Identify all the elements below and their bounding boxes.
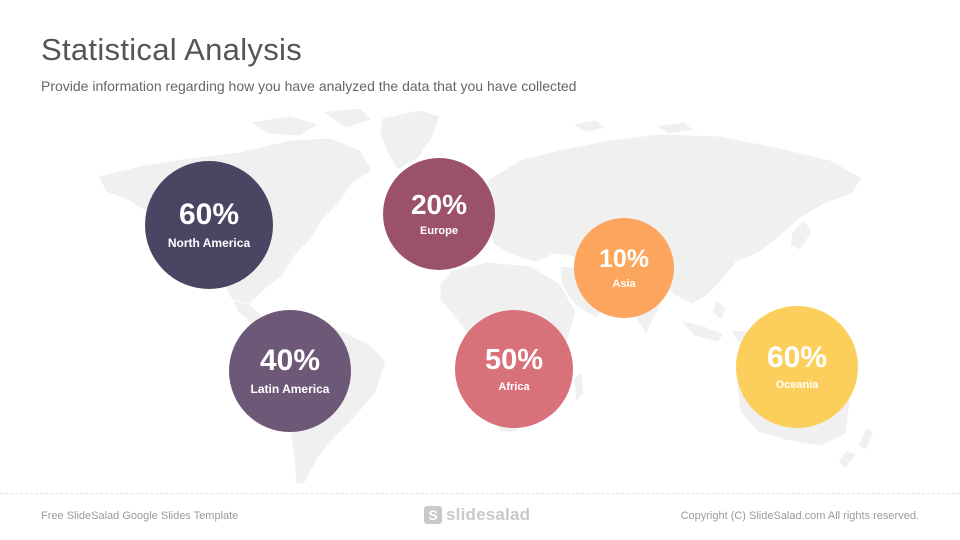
bubble-value: 20% xyxy=(410,189,468,220)
footer-logo-text: slidesalad xyxy=(446,505,531,524)
bubble-value: 60% xyxy=(766,341,828,374)
bubble-latin-america: 40% Latin America xyxy=(229,310,351,432)
page-title: Statistical Analysis xyxy=(41,32,302,67)
bubble-label: Europe xyxy=(420,225,458,237)
bubble-label: North America xyxy=(167,236,251,250)
bubble-north-america: 60% North America xyxy=(145,161,273,289)
bubble-label: Oceania xyxy=(775,379,819,391)
bubble-label: Asia xyxy=(612,277,636,290)
bubble-label: Latin America xyxy=(250,382,330,396)
bubble-africa: 50% Africa xyxy=(455,310,573,428)
footer-divider xyxy=(0,493,960,494)
page-subtitle: Provide information regarding how you ha… xyxy=(41,78,577,94)
slidesalad-logo-icon: S xyxy=(424,506,442,524)
bubble-value: 40% xyxy=(259,344,321,377)
bubble-europe: 20% Europe xyxy=(383,158,495,270)
footer-logo: S slidesalad xyxy=(424,505,530,525)
bubble-value: 10% xyxy=(598,244,650,273)
bubble-label: Africa xyxy=(498,380,530,393)
footer-left-text: Free SlideSalad Google Slides Template xyxy=(41,510,239,522)
footer-copyright: Copyright (C) SlideSalad.com All rights … xyxy=(680,510,919,522)
bubble-asia: 10% Asia xyxy=(574,218,674,318)
bubble-oceania: 60% Oceania xyxy=(736,306,858,428)
bubble-value: 50% xyxy=(484,343,544,376)
bubble-value: 60% xyxy=(178,198,240,231)
